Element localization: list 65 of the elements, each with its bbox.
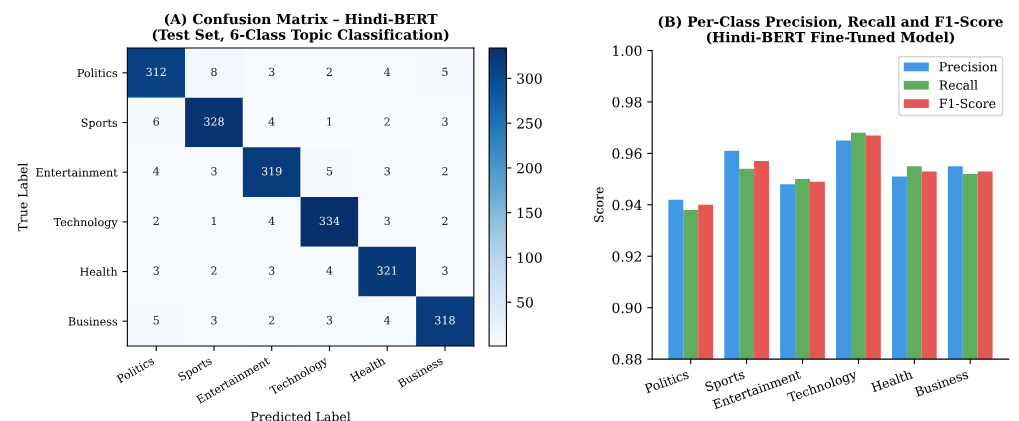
y-tick-label: 0.96 <box>612 148 642 159</box>
chart-title: (A) Confusion Matrix – Hindi-BERT (Test Set, 6-Class Topic Classification) <box>152 13 449 43</box>
y-tick-label: 0.98 <box>612 96 642 108</box>
data-label: 334 <box>319 216 340 226</box>
legend-label: F1-Score <box>939 98 996 109</box>
y-tick-label: Health <box>80 267 118 276</box>
data-label: 319 <box>261 167 282 176</box>
data-label: 4 <box>384 316 391 325</box>
data-label: 5 <box>442 67 448 77</box>
data-label: 2 <box>442 167 448 176</box>
data-label: 2 <box>153 216 159 225</box>
y-tick-label: Politics <box>77 68 118 78</box>
y-tick-label: 1.00 <box>613 45 642 56</box>
y-tick-label: 0.88 <box>612 354 642 365</box>
color-bar-label: 50 <box>517 297 533 308</box>
data-label: 3 <box>442 266 448 275</box>
y-tick-label: 0.94 <box>612 199 642 211</box>
color-bar-label: 150 <box>517 207 542 219</box>
data-label: 3 <box>269 266 275 275</box>
legend-label: Precision <box>939 62 998 72</box>
data-label: 328 <box>204 117 224 126</box>
data-label: 4 <box>268 216 275 225</box>
y-axis-title: True Label <box>17 162 28 232</box>
data-label: 2 <box>442 216 448 225</box>
x-tick-label: Politics <box>644 369 690 394</box>
y-tick-label: Sports <box>81 118 118 130</box>
color-bar-label: 300 <box>517 73 542 84</box>
data-label: 4 <box>153 167 160 176</box>
data-label: 3 <box>442 117 448 126</box>
data-label: 318 <box>435 316 455 325</box>
data-label: 3 <box>269 67 275 77</box>
color-bar-label: 100 <box>517 252 542 263</box>
data-label: 2 <box>326 67 332 76</box>
data-label: 3 <box>326 316 333 325</box>
data-label: 321 <box>377 266 397 275</box>
chart-title: (B) Per-Class Precision, Recall and F1-Score (Hindi-BERT Fine-Tuned Model) <box>658 16 1003 45</box>
data-label: 4 <box>268 117 275 126</box>
data-label: 5 <box>326 167 333 176</box>
data-label: 6 <box>153 117 160 126</box>
data-label: 3 <box>211 167 217 176</box>
data-label: 1 <box>327 117 332 126</box>
data-label: 2 <box>268 316 275 325</box>
data-label: 8 <box>211 67 217 77</box>
data-label: 5 <box>153 316 159 325</box>
x-tick-label: Health <box>870 368 914 393</box>
color-bar-label: 200 <box>517 162 542 174</box>
data-label: 2 <box>384 117 390 126</box>
y-tick-label: Technology <box>53 217 118 229</box>
data-label: 4 <box>384 67 391 76</box>
data-label: 3 <box>153 266 159 275</box>
y-tick-label: 0.92 <box>612 251 642 262</box>
data-label: 3 <box>211 316 217 325</box>
y-tick-label: Entertainment <box>36 168 118 177</box>
y-axis-title: Score <box>594 187 604 222</box>
data-label: 2 <box>211 266 217 275</box>
data-label: 3 <box>384 216 390 226</box>
y-tick-label: Business <box>68 317 118 326</box>
data-label: 312 <box>146 67 166 77</box>
data-label: 1 <box>211 216 216 225</box>
x-axis-title: Predicted Label <box>251 411 351 421</box>
data-label: 3 <box>384 167 390 176</box>
color-bar-label: 250 <box>517 118 542 129</box>
y-tick-label: 0.90 <box>612 302 642 314</box>
legend-label: Recall <box>939 80 978 90</box>
data-label: 4 <box>326 266 333 275</box>
